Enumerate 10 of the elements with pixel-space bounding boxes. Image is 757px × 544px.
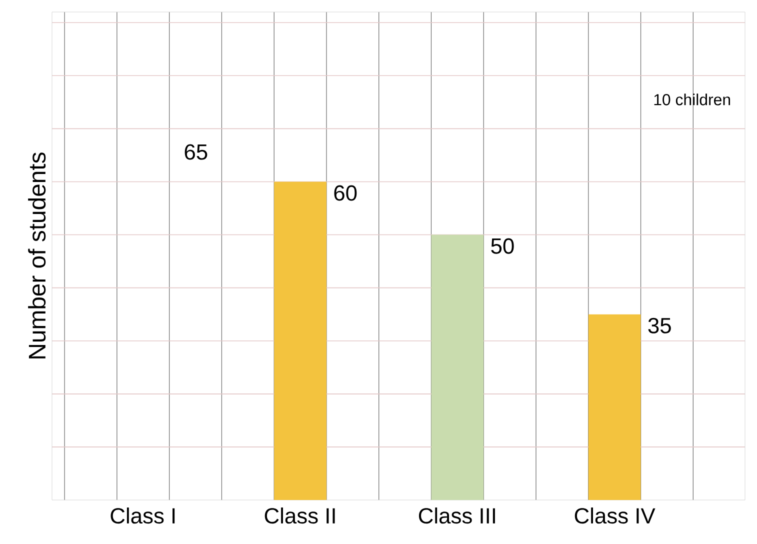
x-tick-label: Class I [110,508,175,524]
data-label: 60 [334,185,357,201]
x-tick-label: Class IV [574,508,656,524]
annotation: 65 [184,144,208,160]
y-axis-title: Number of students [28,152,46,358]
x-tick-label: Class II [264,508,335,524]
data-label: 35 [648,318,671,334]
x-tick-label: Class III [418,508,495,524]
annotation: 10 children [654,94,730,106]
data-label: 50 [491,238,514,254]
